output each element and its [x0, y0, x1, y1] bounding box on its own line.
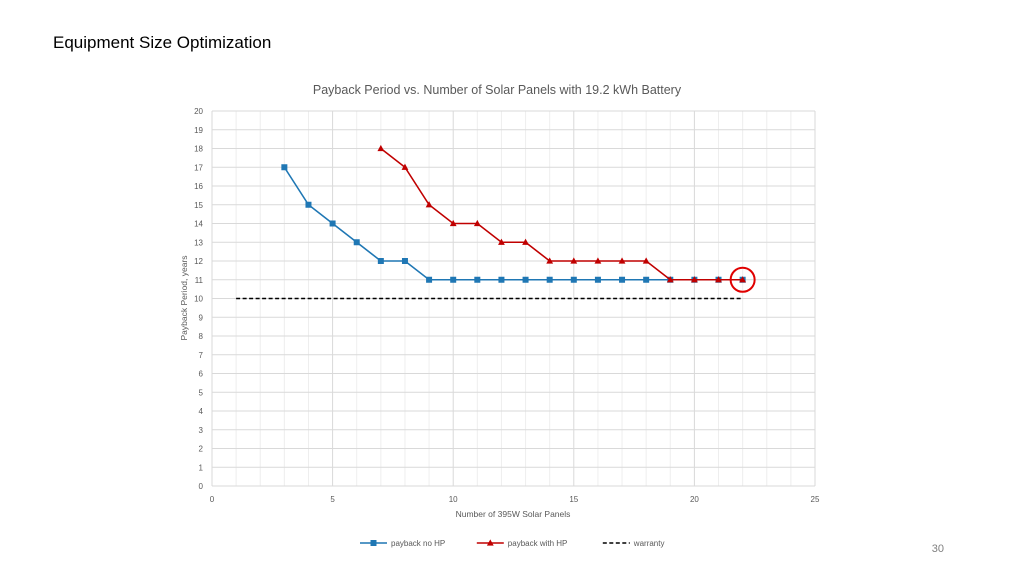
x-tick-label: 10	[449, 495, 458, 504]
legend-label: warranty	[633, 539, 665, 548]
highlight-circle	[729, 266, 756, 293]
x-axis-label: Number of 395W Solar Panels	[456, 509, 571, 519]
y-tick-label: 2	[199, 445, 204, 454]
annotations	[729, 266, 756, 293]
y-tick-label: 4	[199, 407, 204, 416]
data-point	[353, 239, 360, 246]
y-tick-label: 14	[194, 220, 203, 229]
x-tick-label: 20	[690, 495, 699, 504]
legend-swatch-marker	[370, 540, 377, 546]
legend-item: payback no HP	[360, 539, 445, 548]
y-tick-label: 1	[199, 463, 204, 472]
series-payback-with-hp	[377, 144, 747, 283]
data-point	[449, 219, 457, 227]
x-tick-label: 5	[330, 495, 335, 504]
data-point	[546, 257, 554, 264]
data-point	[377, 258, 384, 264]
data-point	[739, 276, 747, 283]
data-point	[691, 276, 698, 283]
chart-title: Payback Period vs. Number of Solar Panel…	[313, 83, 682, 97]
data-point	[522, 238, 529, 245]
y-tick-label: 3	[199, 426, 204, 435]
y-tick-label: 8	[199, 332, 204, 341]
data-point	[426, 276, 433, 283]
y-tick-label: 18	[194, 145, 203, 154]
data-point	[498, 276, 505, 283]
y-tick-label: 0	[199, 482, 204, 491]
data-point	[619, 276, 626, 283]
data-point	[570, 257, 578, 264]
legend-item: warranty	[602, 539, 665, 548]
y-tick-label: 16	[194, 182, 203, 191]
legend-label: payback no HP	[391, 539, 445, 548]
y-tick-label: 11	[195, 276, 204, 285]
data-point	[715, 276, 722, 283]
legend: payback no HP payback with HP warranty	[360, 539, 664, 548]
y-tick-label: 15	[194, 201, 203, 210]
data-point	[522, 276, 529, 283]
data-point	[666, 276, 674, 283]
y-tick-label: 12	[194, 257, 203, 266]
data-point	[594, 276, 601, 283]
y-tick-label: 19	[194, 126, 203, 135]
x-tick-label: 25	[811, 495, 820, 504]
y-tick-label: 5	[199, 388, 204, 397]
data-point	[594, 257, 602, 264]
data-point	[281, 164, 288, 171]
data-point	[305, 201, 312, 208]
data-point	[498, 238, 505, 245]
data-point	[425, 201, 433, 208]
x-tick-label: 15	[569, 495, 578, 504]
data-point	[643, 276, 650, 283]
legend-swatch-marker	[486, 539, 494, 546]
y-tick-label: 9	[199, 313, 204, 322]
y-tick-label: 7	[199, 351, 204, 360]
series-line	[283, 166, 743, 281]
data-point	[474, 276, 481, 283]
data-point	[618, 257, 626, 264]
data-point	[642, 257, 650, 264]
y-tick-label: 17	[194, 163, 203, 172]
data-series	[236, 144, 747, 300]
y-tick-label: 13	[194, 238, 203, 247]
data-point	[401, 258, 408, 264]
y-tick-label: 6	[199, 370, 204, 379]
slide-title: Equipment Size Optimization	[53, 33, 272, 52]
data-point	[546, 276, 553, 283]
data-point	[377, 144, 385, 152]
page-number: 30	[931, 543, 944, 555]
x-tick-label: 0	[210, 495, 215, 504]
legend-item: payback with HP	[476, 539, 568, 548]
y-tick-label: 10	[194, 295, 203, 304]
data-point	[570, 276, 577, 283]
data-point	[329, 220, 336, 227]
legend-label: payback with HP	[508, 539, 568, 548]
y-axis-label: Payback Period, years	[179, 255, 189, 340]
data-point	[401, 163, 409, 170]
data-point	[450, 276, 457, 283]
y-tick-label: 20	[194, 107, 203, 116]
data-point	[473, 219, 481, 227]
series-line	[380, 147, 743, 281]
